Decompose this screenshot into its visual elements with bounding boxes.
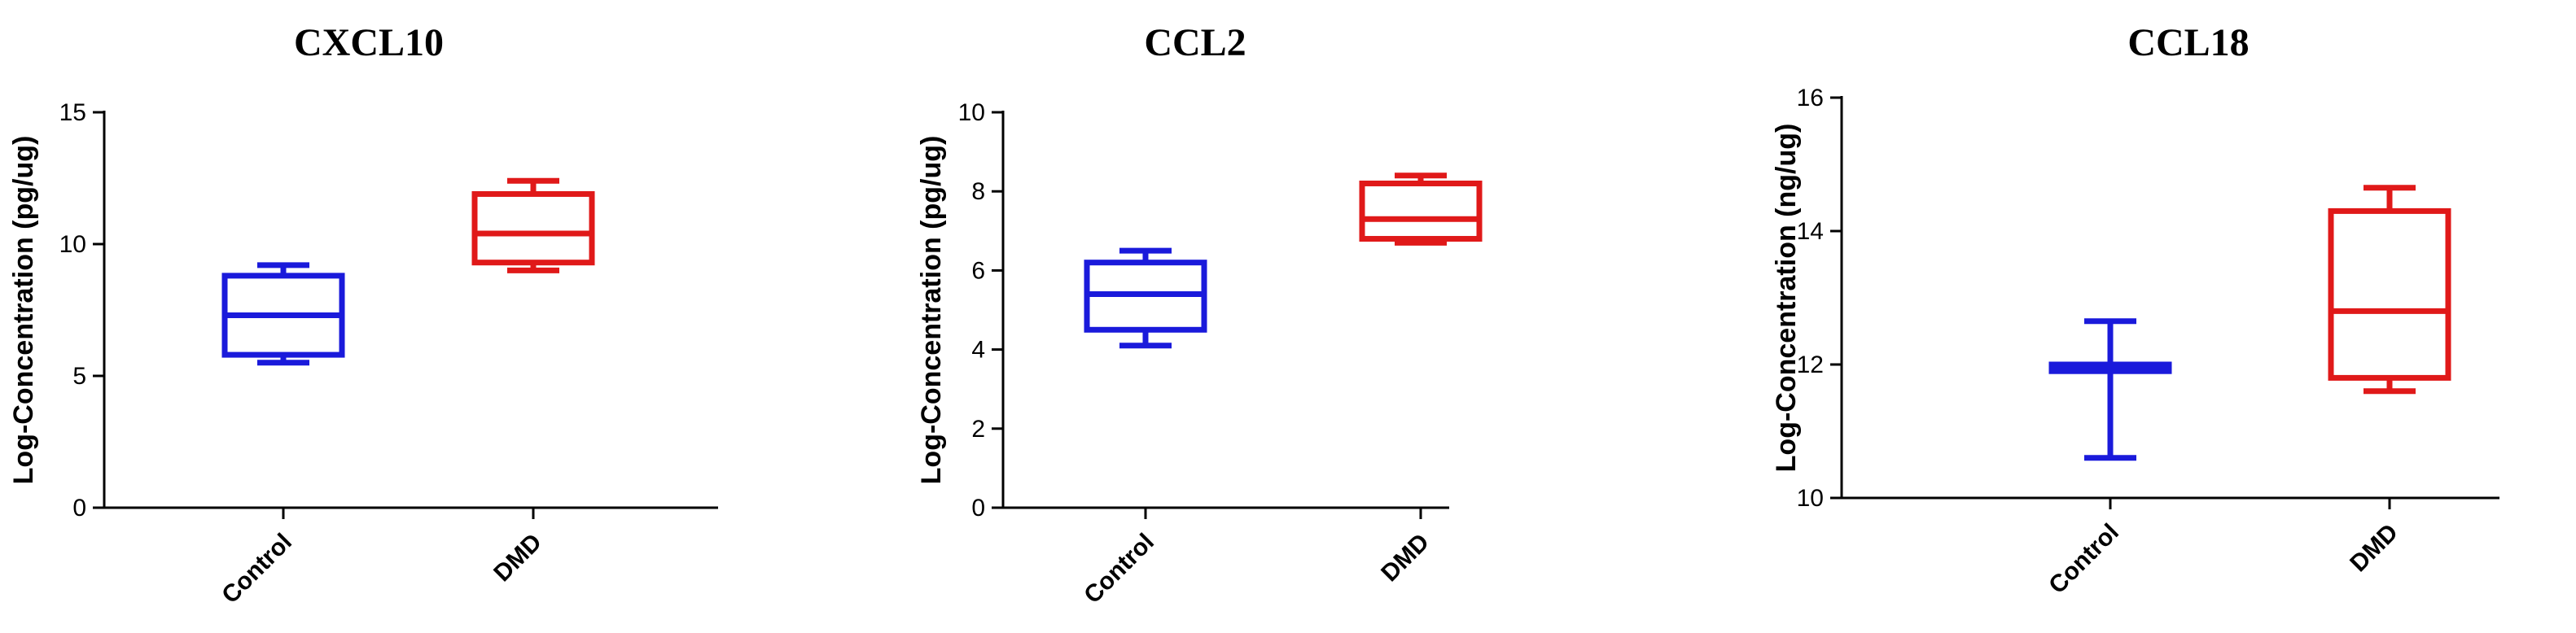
y-tick-label: 10 — [1797, 485, 1824, 512]
y-tick-label: 15 — [59, 99, 86, 126]
y-tick-label: 8 — [971, 178, 985, 205]
y-tick-label: 0 — [72, 495, 86, 522]
y-axis-label: Log-Concentration (pg/ug) — [8, 136, 39, 485]
x-tick-label-control: Control — [1079, 529, 1159, 609]
x-tick-label-dmd: DMD — [1376, 529, 1435, 587]
y-tick-label: 0 — [971, 495, 985, 522]
box-iqr — [1359, 180, 1483, 242]
box-dmd — [2328, 185, 2451, 395]
y-tick-label: 5 — [72, 363, 86, 390]
box-control — [1084, 247, 1207, 349]
box-iqr — [2328, 207, 2451, 381]
chart-title: CCL2 — [1144, 21, 1246, 64]
y-tick-label: 12 — [1797, 351, 1824, 378]
y-tick-label: 14 — [1797, 218, 1824, 245]
chart-panel-ccl2: CCL2 Log-Concentration (pg/ug) 0 2 4 6 8 10 Cont… — [916, 21, 1483, 609]
chart-title: CCL18 — [2127, 21, 2249, 64]
x-tick-label-dmd: DMD — [488, 529, 547, 587]
chart-title: CXCL10 — [294, 21, 444, 64]
x-tick-label-control: Control — [217, 529, 297, 609]
box-control — [2048, 318, 2172, 461]
box-control — [221, 262, 345, 366]
y-axis-label: Log-Concentration (pg/ug) — [916, 136, 947, 485]
y-tick-label: 4 — [971, 337, 985, 364]
y-tick-label: 2 — [971, 416, 985, 443]
box-dmd — [471, 177, 595, 273]
box-iqr — [471, 190, 595, 266]
chart-panel-cxcl10: CXCL10 Log-Concentration (pg/ug) 0 5 10 15 Con… — [8, 21, 718, 609]
y-tick-label: 10 — [958, 99, 985, 126]
x-tick-label-dmd: DMD — [2345, 519, 2403, 578]
y-tick-label: 16 — [1797, 85, 1824, 111]
x-tick-label-control: Control — [2044, 519, 2124, 600]
chart-panel-ccl18: CCL18 Log-Concentration (ng/ug) 10 12 14 16 Co… — [1771, 21, 2499, 599]
box-dmd — [1359, 172, 1483, 246]
y-tick-label: 10 — [59, 231, 86, 258]
y-tick-label: 6 — [971, 257, 985, 284]
y-axis-label: Log-Concentration (ng/ug) — [1771, 124, 1802, 473]
